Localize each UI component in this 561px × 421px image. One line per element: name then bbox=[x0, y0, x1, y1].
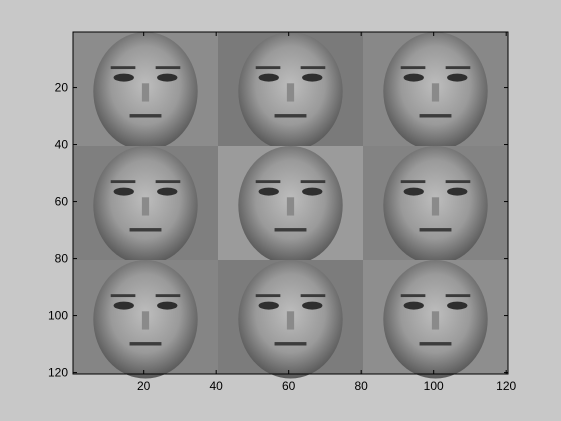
y-tick-label: 120 bbox=[48, 366, 68, 380]
x-tick-label: 80 bbox=[355, 379, 369, 393]
face-tile bbox=[73, 146, 218, 265]
y-tick-label: 80 bbox=[55, 252, 69, 266]
x-tick-label: 120 bbox=[496, 379, 516, 393]
x-tick-label: 60 bbox=[282, 379, 296, 393]
y-tick-label: 20 bbox=[55, 81, 69, 95]
y-tick-label: 40 bbox=[55, 138, 69, 152]
face-tile bbox=[73, 260, 218, 379]
face-tile bbox=[218, 146, 363, 265]
face-tile bbox=[363, 146, 508, 265]
face-tile bbox=[363, 260, 508, 379]
x-tick-label: 100 bbox=[424, 379, 444, 393]
y-axis-ticks: 20 40 60 80 100 120 bbox=[48, 81, 508, 380]
y-tick-label: 60 bbox=[55, 195, 69, 209]
image-tiles bbox=[73, 32, 508, 379]
x-tick-label: 40 bbox=[210, 379, 224, 393]
y-tick-label: 100 bbox=[48, 309, 68, 323]
face-tile bbox=[218, 260, 363, 379]
x-tick-label: 20 bbox=[137, 379, 151, 393]
x-axis-ticks: 20 40 60 80 100 120 bbox=[137, 32, 517, 393]
face-tile bbox=[73, 32, 218, 151]
axes-box bbox=[72, 31, 509, 375]
face-tile bbox=[363, 32, 508, 151]
face-tile bbox=[218, 32, 363, 151]
